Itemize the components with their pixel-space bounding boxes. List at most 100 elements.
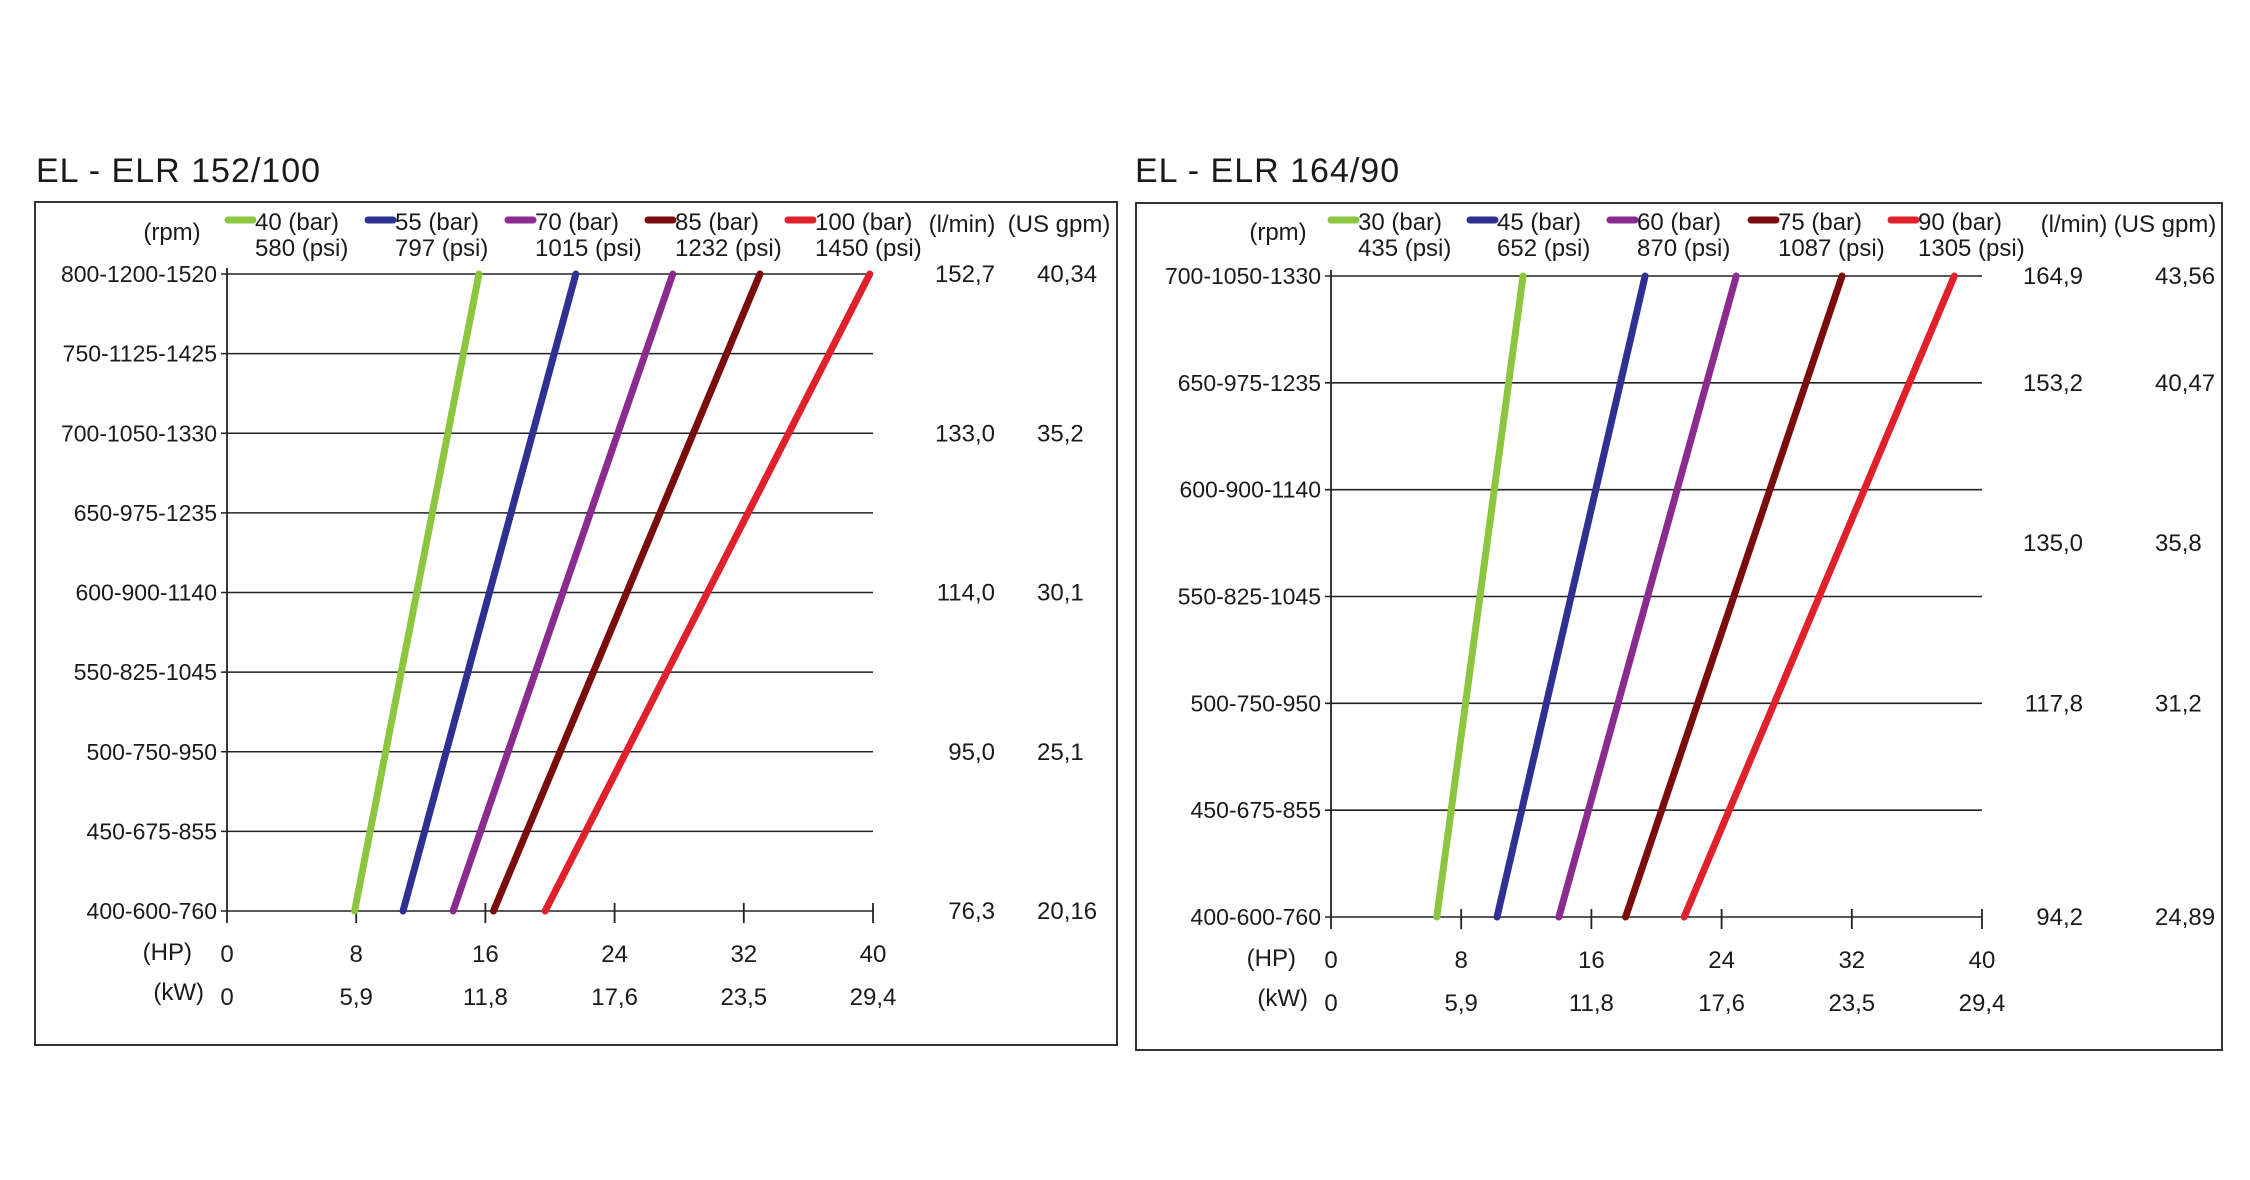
legend-label-right: 45 (bar): [1497, 209, 1581, 236]
x-hp-tick-label-left: 16: [472, 941, 499, 968]
y-tick-label-left: 800-1200-1520: [61, 261, 217, 287]
series-line-right: [1493, 272, 1649, 921]
x-kw-tick-label-right: 11,8: [1569, 990, 1614, 1017]
legend-psi-left: 797 (psi): [395, 235, 488, 262]
flow-lmin-value-left: 76,3: [948, 898, 995, 925]
series-line-left: [351, 270, 483, 915]
x-hp-tick-label-left: 8: [350, 941, 363, 968]
x-hp-tick-label-right: 32: [1838, 947, 1865, 974]
legend-label-right: 30 (bar): [1358, 209, 1442, 236]
x-hp-tick-label-left: 32: [730, 941, 757, 968]
y-tick-label-right: 650-975-1235: [1178, 370, 1321, 396]
flow-lmin-value-right: 117,8: [2025, 690, 2083, 717]
legend-psi-right: 1305 (psi): [1918, 235, 2025, 262]
x-hp-tick-label-right: 24: [1708, 947, 1735, 974]
flow-lmin-value-right: 153,2: [2023, 370, 2083, 397]
x-kw-tick-label-right: 29,4: [1959, 990, 2006, 1017]
flow-header-gpm-right: (US gpm): [2114, 211, 2217, 238]
y-tick-label-right: 600-900-1140: [1179, 477, 1321, 503]
x-kw-tick-label-left: 0: [220, 984, 233, 1011]
x-kw-tick-label-right: 17,6: [1698, 990, 1745, 1017]
legend-label-left: 100 (bar): [815, 209, 912, 236]
flow-lmin-value-right: 94,2: [2036, 904, 2083, 931]
legend-label-right: 90 (bar): [1918, 209, 2002, 236]
flow-lmin-value-left: 95,0: [948, 739, 995, 766]
flow-gpm-value-right: 43,56: [2155, 263, 2215, 290]
y-tick-label-left: 400-600-760: [87, 898, 217, 924]
flow-gpm-value-left: 35,2: [1037, 420, 1084, 447]
x-kw-tick-label-left: 5,9: [340, 984, 373, 1011]
legend-label-left: 55 (bar): [395, 209, 479, 236]
x-kw-tick-label-left: 17,6: [591, 984, 638, 1011]
x-kw-tick-label-right: 5,9: [1445, 990, 1478, 1017]
flow-lmin-value-right: 135,0: [2023, 530, 2083, 557]
x-hp-tick-label-left: 0: [220, 941, 233, 968]
x-kw-tick-label-left: 23,5: [720, 984, 767, 1011]
chart-title-left: EL - ELR 152/100: [36, 152, 322, 190]
y-tick-label-left: 600-900-1140: [75, 580, 217, 606]
flow-gpm-value-left: 25,1: [1037, 739, 1084, 766]
x-hp-tick-label-left: 40: [860, 941, 887, 968]
flow-header-lmin-right: (l/min): [2041, 211, 2108, 238]
legend-psi-left: 580 (psi): [255, 235, 348, 262]
y-tick-label-left: 500-750-950: [87, 739, 217, 765]
flow-header-lmin-left: (l/min): [929, 211, 996, 238]
y-tick-label-right: 450-675-855: [1191, 797, 1321, 823]
flow-gpm-value-right: 35,8: [2155, 530, 2202, 557]
series-line-right: [1622, 272, 1846, 921]
flow-gpm-value-left: 40,34: [1037, 261, 1097, 288]
y-tick-label-left: 650-975-1235: [74, 500, 217, 526]
series-line-left: [399, 270, 580, 915]
x-hp-label-right: (HP): [1247, 945, 1296, 972]
flow-gpm-value-left: 20,16: [1037, 898, 1097, 925]
y-tick-label-left: 550-825-1045: [74, 659, 217, 685]
x-hp-tick-label-right: 0: [1324, 947, 1337, 974]
legend-psi-right: 652 (psi): [1497, 235, 1590, 262]
legend-label-right: 60 (bar): [1637, 209, 1721, 236]
x-kw-label-left: (kW): [153, 979, 204, 1006]
series-line-left: [449, 270, 677, 915]
flow-gpm-value-right: 40,47: [2155, 370, 2215, 397]
flow-gpm-value-left: 30,1: [1037, 580, 1084, 607]
series-line-right: [1433, 272, 1527, 921]
y-tick-label-right: 550-825-1045: [1178, 584, 1321, 610]
y-tick-label-right: 500-750-950: [1191, 690, 1321, 716]
legend-psi-left: 1015 (psi): [535, 235, 642, 262]
flow-lmin-value-left: 152,7: [935, 261, 995, 288]
legend-psi-right: 870 (psi): [1637, 235, 1730, 262]
x-hp-label-left: (HP): [143, 939, 192, 966]
legend-label-right: 75 (bar): [1778, 209, 1862, 236]
flow-lmin-value-left: 133,0: [935, 420, 995, 447]
legend-psi-left: 1450 (psi): [815, 235, 922, 262]
x-hp-tick-label-left: 24: [601, 941, 628, 968]
x-kw-tick-label-left: 29,4: [850, 984, 897, 1011]
series-line-left: [541, 270, 874, 915]
y-tick-label-right: 400-600-760: [1191, 904, 1321, 930]
x-hp-tick-label-right: 8: [1455, 947, 1468, 974]
chart-frame-right: [1135, 202, 2223, 1051]
x-hp-tick-label-right: 40: [1969, 947, 1996, 974]
series-line-right: [1555, 272, 1740, 921]
legend-label-left: 70 (bar): [535, 209, 619, 236]
legend-psi-right: 435 (psi): [1358, 235, 1451, 262]
x-kw-tick-label-left: 11,8: [463, 984, 508, 1011]
chart-left: 40 (bar)580 (psi) 55 (bar)797 (psi) 70 (ba…: [34, 201, 1118, 1046]
y-tick-label-left: 450-675-855: [87, 818, 217, 844]
series-line-left: [489, 270, 764, 915]
flow-header-gpm-left: (US gpm): [1008, 211, 1111, 238]
x-kw-tick-label-right: 23,5: [1828, 990, 1875, 1017]
y-axis-header-right: (rpm): [1249, 219, 1306, 246]
x-kw-tick-label-right: 0: [1324, 990, 1337, 1017]
flow-lmin-value-left: 114,0: [937, 580, 995, 607]
x-kw-label-right: (kW): [1257, 985, 1308, 1012]
legend-psi-left: 1232 (psi): [675, 235, 782, 262]
chart-frame-left: [34, 201, 1118, 1046]
y-axis-header-left: (rpm): [143, 219, 200, 246]
flow-gpm-value-right: 24,89: [2155, 904, 2215, 931]
legend-label-left: 85 (bar): [675, 209, 759, 236]
y-tick-label-left: 750-1125-1425: [63, 341, 217, 367]
legend-psi-right: 1087 (psi): [1778, 235, 1885, 262]
legend-label-left: 40 (bar): [255, 209, 339, 236]
flow-gpm-value-right: 31,2: [2155, 690, 2202, 717]
